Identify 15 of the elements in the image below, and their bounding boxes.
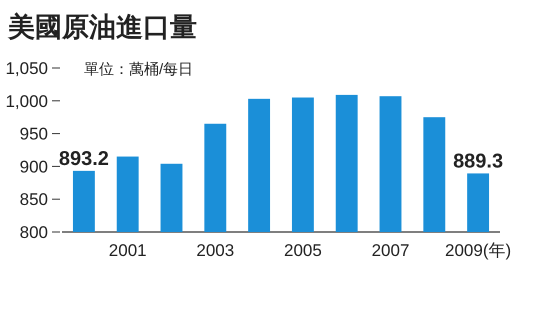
y-tick-label: 1,050 — [5, 59, 48, 78]
y-tick-label: 800 — [20, 223, 48, 242]
y-tick-label: 1,000 — [5, 92, 48, 111]
y-tick-label: 900 — [20, 157, 48, 176]
x-tick-label: 2001 — [108, 241, 147, 260]
x-tick-label: 2009(年) — [445, 241, 512, 260]
x-tick-label: 2005 — [284, 241, 322, 260]
y-tick-label: 950 — [20, 124, 48, 144]
annotation: 單位：萬桶/每日 — [84, 61, 194, 78]
x-tick-label: 2003 — [196, 241, 234, 260]
chart-title: 美國原油進口量 — [7, 12, 197, 42]
x-tick-label: 2007 — [372, 241, 410, 260]
data-label: 893.2 — [58, 148, 109, 170]
y-tick-label: 850 — [20, 190, 48, 210]
data-label: 889.3 — [453, 150, 504, 172]
